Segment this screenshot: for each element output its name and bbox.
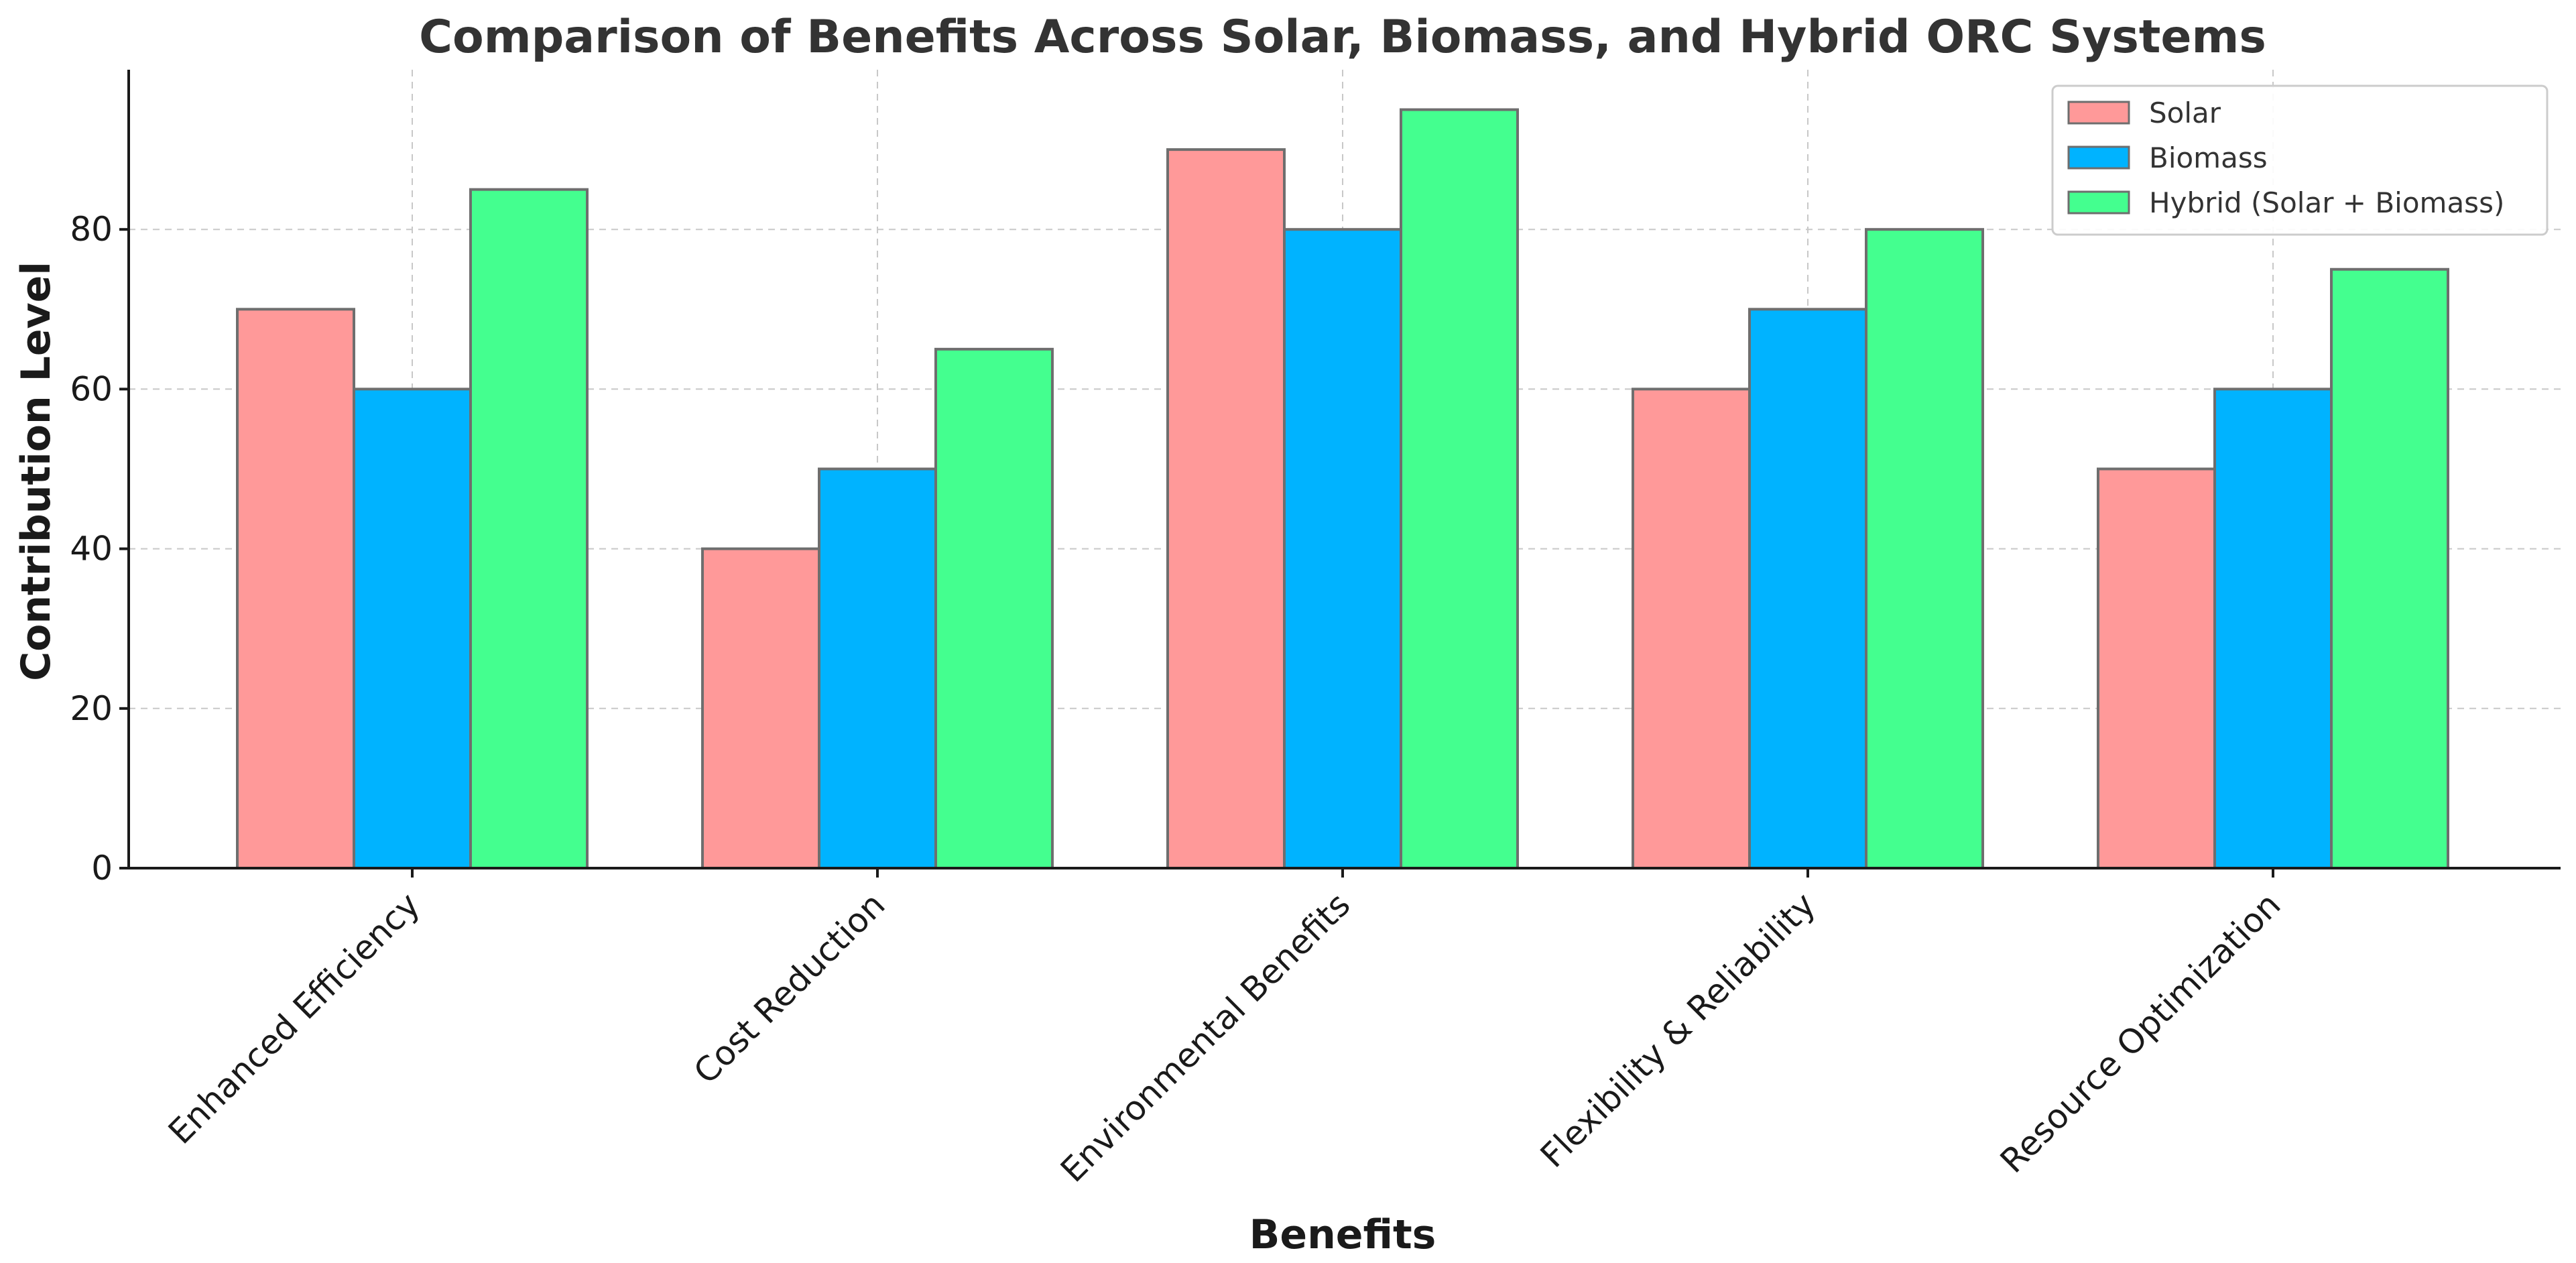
y-tick-label: 40 bbox=[70, 530, 113, 568]
x-tick-label: Flexibility & Reliability bbox=[1533, 885, 1823, 1175]
bar-biomass-2 bbox=[818, 467, 937, 869]
legend-swatch bbox=[2067, 190, 2130, 215]
legend-swatch bbox=[2067, 145, 2130, 170]
bar-hybrid-solar-biomass-4 bbox=[1865, 228, 1984, 869]
bar-biomass-4 bbox=[1748, 308, 1867, 869]
y-tick-label: 20 bbox=[70, 689, 113, 728]
y-tick-label: 60 bbox=[70, 369, 113, 408]
legend-label: Solar bbox=[2149, 97, 2221, 129]
x-tick-label: Cost Reduction bbox=[686, 885, 893, 1091]
bar-solar-2 bbox=[701, 547, 820, 869]
bar-hybrid-solar-biomass-2 bbox=[934, 347, 1054, 869]
bar-biomass-1 bbox=[353, 387, 472, 869]
bars bbox=[236, 108, 2449, 870]
bar-biomass-5 bbox=[2213, 387, 2333, 869]
x-tick-label: Enhanced Efficiency bbox=[161, 885, 427, 1151]
bar-hybrid-solar-biomass-5 bbox=[2330, 267, 2449, 869]
legend-box bbox=[2051, 84, 2549, 236]
bar-solar-5 bbox=[2097, 467, 2216, 869]
y-tick-label: 0 bbox=[91, 849, 113, 888]
legend-swatch bbox=[2067, 101, 2130, 125]
y-axis-label: Contribution Level bbox=[13, 261, 60, 681]
bar-hybrid-solar-biomass-1 bbox=[469, 188, 589, 869]
legend: Solar Biomass Hybrid (Solar + Biomass) bbox=[2051, 84, 2549, 236]
x-tick-label: Environmental Benefits bbox=[1053, 885, 1357, 1189]
x-axis-label: Benefits bbox=[1249, 1211, 1436, 1258]
bar-solar-3 bbox=[1166, 148, 1286, 870]
axes bbox=[119, 70, 2561, 878]
bar-solar-4 bbox=[1632, 387, 1751, 869]
x-tick-label: Resource Optimization bbox=[1993, 885, 2288, 1181]
legend-label: Hybrid (Solar + Biomass) bbox=[2149, 186, 2504, 219]
bar-biomass-3 bbox=[1283, 228, 1402, 869]
y-tick-label: 80 bbox=[70, 210, 113, 249]
bar-solar-1 bbox=[236, 308, 355, 869]
bar-hybrid-solar-biomass-3 bbox=[1400, 108, 1519, 869]
chart-title: Comparison of Benefits Across Solar, Bio… bbox=[419, 11, 2266, 64]
legend-label: Biomass bbox=[2149, 141, 2268, 174]
